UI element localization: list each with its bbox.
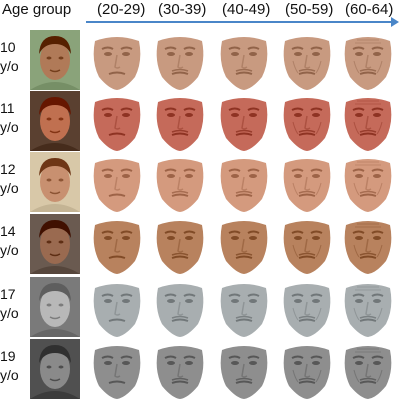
column-header-2: (30-39) <box>158 1 207 18</box>
age-label: 11 y/o <box>0 99 28 137</box>
aged-face-5 <box>340 340 396 400</box>
aged-face-1 <box>89 278 145 338</box>
aged-face-2 <box>152 340 208 400</box>
aged-face-5 <box>340 92 396 152</box>
subject-row: 14 y/o <box>0 214 401 276</box>
column-header-4: (50-59) <box>285 1 334 18</box>
age-label: 12 y/o <box>0 160 28 198</box>
age-label: 17 y/o <box>0 285 28 323</box>
age-unit: y/o <box>0 119 19 135</box>
childhood-photo <box>30 30 80 90</box>
aged-face-2 <box>152 92 208 152</box>
aged-face-3 <box>216 153 272 213</box>
aged-face-2 <box>152 278 208 338</box>
aged-face-2 <box>152 215 208 275</box>
age-label: 10 y/o <box>0 38 28 76</box>
aged-face-1 <box>89 215 145 275</box>
aged-face-5 <box>340 153 396 213</box>
subject-row: 10 y/o <box>0 30 401 92</box>
column-header-3: (40-49) <box>222 1 271 18</box>
aged-face-4 <box>279 215 335 275</box>
age-group-label: Age group <box>2 1 72 18</box>
age-unit: y/o <box>0 242 19 258</box>
aged-face-1 <box>89 153 145 213</box>
age-unit: y/o <box>0 305 19 321</box>
aged-face-1 <box>89 340 145 400</box>
childhood-photo <box>30 91 80 151</box>
age-unit: y/o <box>0 367 19 383</box>
aged-face-3 <box>216 278 272 338</box>
header: Age group (20-29) (30-39) (40-49) (50-59… <box>0 0 401 27</box>
aged-face-5 <box>340 278 396 338</box>
age-value: 17 <box>0 286 16 302</box>
subject-row: 19 y/o <box>0 339 401 401</box>
aged-face-4 <box>279 278 335 338</box>
age-unit: y/o <box>0 58 19 74</box>
age-value: 11 <box>0 100 15 116</box>
aged-face-3 <box>216 340 272 400</box>
aged-face-3 <box>216 92 272 152</box>
age-progression-arrow-icon <box>86 17 399 27</box>
subject-row: 11 y/o <box>0 91 401 153</box>
aged-face-1 <box>89 31 145 91</box>
childhood-photo <box>30 277 80 337</box>
column-header-5: (60-64) <box>345 1 394 18</box>
childhood-photo <box>30 152 80 212</box>
subject-row: 17 y/o <box>0 277 401 339</box>
aged-face-5 <box>340 215 396 275</box>
aged-face-4 <box>279 31 335 91</box>
aged-face-2 <box>152 153 208 213</box>
aged-face-1 <box>89 92 145 152</box>
aged-face-4 <box>279 340 335 400</box>
childhood-photo <box>30 339 80 399</box>
aged-face-4 <box>279 92 335 152</box>
aged-face-3 <box>216 215 272 275</box>
age-unit: y/o <box>0 180 19 196</box>
age-value: 19 <box>0 348 16 364</box>
age-value: 14 <box>0 223 16 239</box>
age-label: 14 y/o <box>0 222 28 260</box>
aged-face-3 <box>216 31 272 91</box>
age-value: 10 <box>0 39 16 55</box>
childhood-photo <box>30 214 80 274</box>
column-header-1: (20-29) <box>97 1 146 18</box>
age-label: 19 y/o <box>0 347 28 385</box>
aged-face-4 <box>279 153 335 213</box>
aged-face-5 <box>340 31 396 91</box>
aged-face-2 <box>152 31 208 91</box>
subject-row: 12 y/o <box>0 152 401 214</box>
age-value: 12 <box>0 161 16 177</box>
